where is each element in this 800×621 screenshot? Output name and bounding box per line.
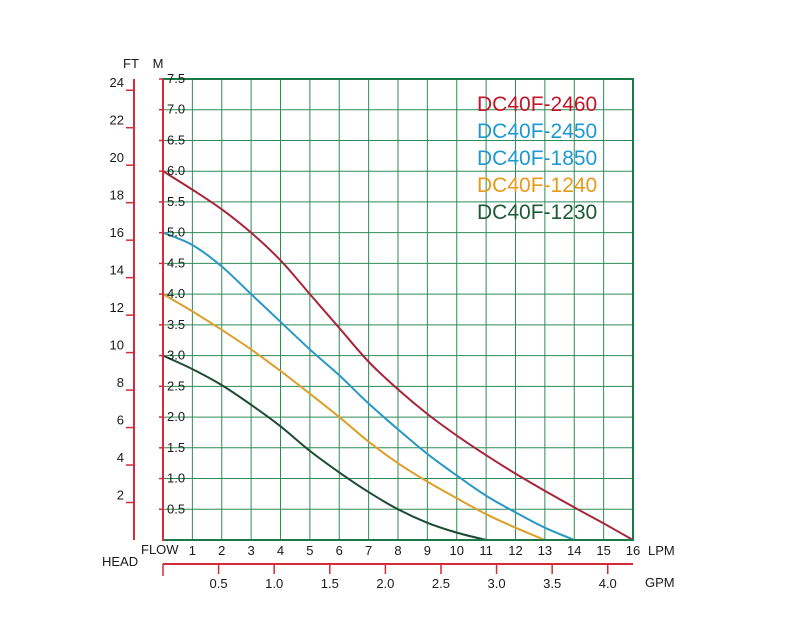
lpm-tick-label: 5 [306,543,313,558]
lpm-tick-label: 3 [248,543,255,558]
m-tick-label: 5.0 [167,225,185,240]
series-line-dc40f-1240 [162,293,546,541]
grid [163,79,633,540]
ft-tick-label: 6 [117,413,124,428]
lpm-tick-label: 1 [189,543,196,558]
ft-tick-label: 16 [110,225,124,240]
bottom-axes: 1 2 3 4 5 6 7 8 9 10 11 12 13 14 15 160.5 1.0 1.5 2.0 2.5 3.… [162,543,640,591]
m-tick-label: 6.0 [167,163,185,178]
legend-entry: DC40F-1240 [477,174,597,197]
series-line-dc40f-1230 [162,354,487,541]
ft-tick-label: 8 [117,375,124,390]
lpm-tick-label: 4 [277,543,284,558]
lpm-tick-label: 9 [424,543,431,558]
m-tick-label: 3.0 [167,348,185,363]
ft-tick-label: 12 [110,300,124,315]
m-tick-label: 2.0 [167,409,185,424]
series-line-dc40f-2450 [162,231,575,541]
m-unit-label: M [153,56,164,71]
m-tick-label: 7.5 [167,71,185,86]
m-tick-label: 5.5 [167,194,185,209]
gpm-tick-label: 3.0 [488,576,506,591]
lpm-tick-label: 7 [365,543,372,558]
gpm-tick-label: 3.5 [543,576,561,591]
m-tick-label: 1.0 [167,471,185,486]
ft-tick-label: 10 [110,338,124,353]
m-tick-label: 7.0 [167,102,185,117]
m-tick-label: 6.5 [167,132,185,147]
lpm-tick-label: 6 [336,543,343,558]
ft-tick-label: 20 [110,150,124,165]
lpm-tick-label: 2 [218,543,225,558]
m-tick-label: 1.5 [167,440,185,455]
legend-entry: DC40F-2450 [477,120,597,143]
m-tick-label: 0.5 [167,501,185,516]
m-tick-label: 2.5 [167,378,185,393]
ft-tick-label: 24 [110,75,124,90]
lpm-unit-label: LPM [648,543,675,558]
gpm-tick-label: 2.5 [432,576,450,591]
ft-tick-label: 22 [110,113,124,128]
m-tick-label: 4.0 [167,286,185,301]
ft-unit-label: FT [123,56,139,71]
legend-entry: DC40F-2460 [477,93,597,116]
lpm-tick-label: 15 [596,543,610,558]
legend-entry: DC40F-1850 [477,147,597,170]
m-tick-label: 4.5 [167,255,185,270]
lpm-tick-label: 10 [450,543,464,558]
legend: DC40F-2460 DC40F-2450 DC40F-1850 DC40F-1240… [477,93,597,224]
gpm-tick-label: 1.5 [321,576,339,591]
lpm-tick-label: 12 [508,543,522,558]
gpm-tick-label: 2.0 [376,576,394,591]
legend-entry: DC40F-1230 [477,201,597,224]
ft-tick-label: 4 [117,450,124,465]
lpm-tick-label: 16 [626,543,640,558]
ft-tick-label: 14 [110,263,124,278]
series-lines [162,170,634,541]
gpm-tick-label: 4.0 [599,576,617,591]
lpm-tick-label: 13 [538,543,552,558]
left-axes: 0.5 1.0 1.5 2.0 2.5 3.0 3.5 4.0 4.5 5.0 5.5 6.0 6.5 7… [110,71,185,541]
head-label: HEAD [102,554,138,569]
series-line-dc40f-2460 [162,170,634,541]
lpm-tick-label: 11 [479,543,493,558]
gpm-unit-label: GPM [645,575,675,590]
lpm-tick-label: 8 [394,543,401,558]
gpm-tick-label: 1.0 [265,576,283,591]
flow-label: FLOW [141,542,179,557]
lpm-tick-label: 14 [567,543,581,558]
ft-tick-label: 2 [117,488,124,503]
m-tick-label: 3.5 [167,317,185,332]
ft-tick-label: 18 [110,188,124,203]
gpm-tick-label: 0.5 [210,576,228,591]
